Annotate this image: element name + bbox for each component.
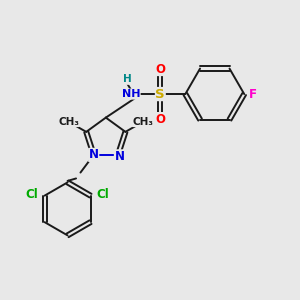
Text: H: H	[123, 74, 132, 84]
Text: O: O	[155, 112, 165, 126]
Text: S: S	[155, 88, 165, 100]
Text: CH₃: CH₃	[133, 116, 154, 127]
Text: Cl: Cl	[26, 188, 39, 201]
Text: CH₃: CH₃	[58, 116, 79, 127]
Text: NH: NH	[122, 89, 140, 99]
Text: Cl: Cl	[97, 188, 109, 201]
Text: F: F	[248, 88, 256, 100]
Text: N: N	[114, 150, 124, 163]
Text: O: O	[155, 62, 165, 76]
Text: N: N	[89, 148, 99, 161]
